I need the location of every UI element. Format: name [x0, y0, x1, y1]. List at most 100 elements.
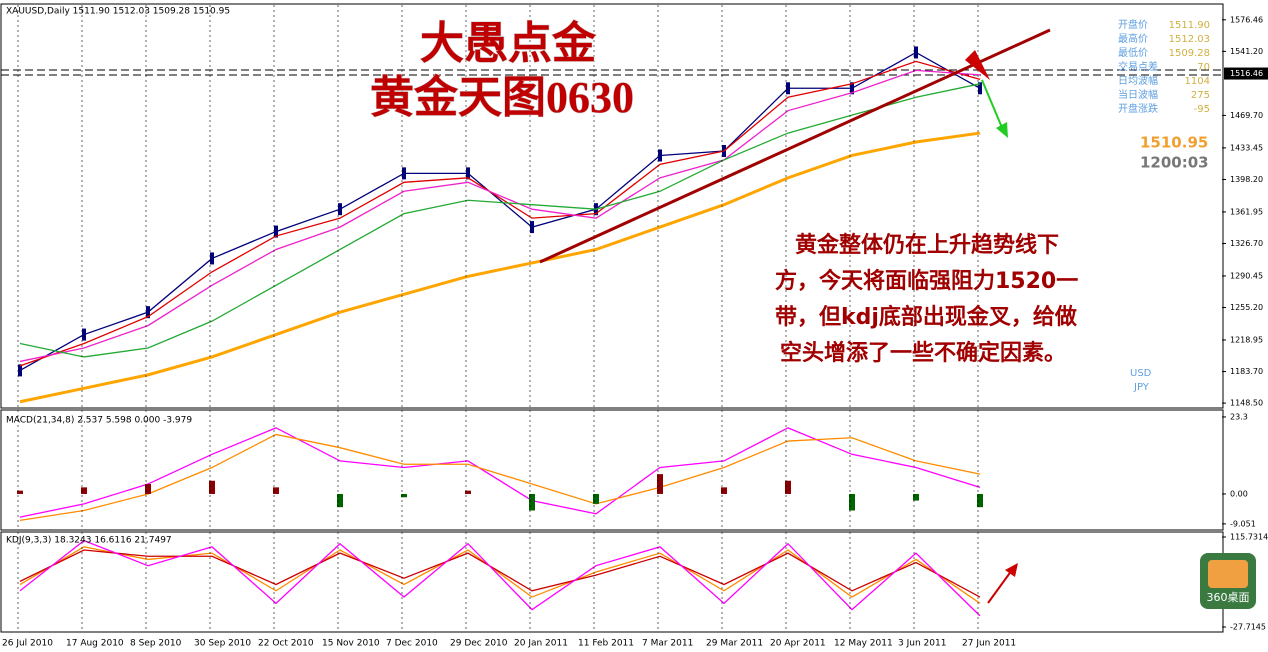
x-tick-label: 29 Mar 2011 — [706, 639, 763, 649]
y-tick-label: 1469.70 — [1230, 111, 1263, 120]
up-arrow — [987, 569, 1013, 604]
price-candle — [210, 252, 214, 265]
price-candle — [402, 167, 406, 180]
red-marker — [965, 50, 990, 80]
price-candle — [274, 225, 278, 238]
x-tick-label: 8 Sep 2010 — [130, 639, 182, 649]
y-tick-label: -27.7145 — [1230, 622, 1266, 631]
series-line — [19, 51, 981, 371]
histogram-bar — [17, 490, 23, 494]
x-tick-label: 27 Jun 2011 — [962, 639, 1016, 649]
down-arrow-head — [996, 122, 1008, 138]
series-line — [19, 427, 981, 518]
price-candle — [466, 167, 470, 180]
histogram-bar — [529, 493, 535, 511]
y-tick-label: 1433.45 — [1230, 143, 1263, 152]
up-arrow-head — [1005, 563, 1018, 577]
info-label: 开盘价 — [1118, 18, 1148, 31]
info-value: 70 — [1197, 62, 1210, 73]
x-tick-label: 26 Jul 2010 — [2, 639, 53, 649]
info-label: 开盘涨跌 — [1118, 102, 1158, 115]
price-candle — [914, 46, 918, 59]
series-line — [19, 69, 981, 363]
desktop-icon-art — [1208, 560, 1248, 588]
histogram-bar — [273, 487, 279, 494]
x-tick-label: 22 Oct 2010 — [258, 639, 314, 649]
series-line — [19, 539, 981, 617]
y-tick-label: 1326.70 — [1230, 239, 1263, 248]
annotation-line: 方，今天将面临强阻力1520一 — [775, 268, 1078, 294]
price-candle — [978, 82, 982, 95]
y-tick-label: 115.7314 — [1230, 532, 1268, 541]
info-label: 日均波幅 — [1118, 74, 1158, 87]
y-tick-label: 1290.45 — [1230, 271, 1263, 280]
subtitle: 黄金天图0630 — [370, 73, 634, 122]
histogram-bar — [401, 493, 407, 498]
macd-frame — [0, 409, 1224, 531]
y-tick-label: 1148.50 — [1230, 399, 1263, 408]
info-label: 最高价 — [1118, 32, 1148, 45]
main-header: XAUUSD,Daily 1511.90 1512.03 1509.28 151… — [6, 7, 230, 17]
x-tick-label: 12 May 2011 — [834, 639, 893, 649]
y-tick-label: 1361.95 — [1230, 207, 1263, 216]
price-candle — [850, 82, 854, 95]
x-tick-label: 20 Jan 2011 — [514, 639, 568, 649]
macd-header: MACD(21,34,8) 2.537 5.598 0.000 -3.979 — [6, 416, 192, 426]
info-value: 1509.28 — [1169, 48, 1210, 59]
y-tick-label: 0.00 — [1230, 489, 1248, 498]
histogram-bar — [849, 493, 855, 511]
y-tick-label: 1541.20 — [1230, 47, 1263, 56]
info-value: -95 — [1194, 104, 1210, 115]
price-label: 1510.95 — [1140, 134, 1208, 152]
time-label: 1200:03 — [1140, 154, 1209, 172]
histogram-bar — [145, 484, 151, 494]
y-tick-label: 1398.20 — [1230, 175, 1263, 184]
info-label: 交易点差 — [1118, 60, 1158, 73]
price-candle — [18, 364, 22, 377]
y-tick-label: 1183.70 — [1230, 367, 1263, 376]
main-frame — [0, 3, 1224, 409]
info-label: 当日波幅 — [1118, 88, 1158, 101]
histogram-bar — [721, 487, 727, 494]
price-candle — [658, 149, 662, 162]
price-candle — [146, 306, 150, 319]
currency-label: USD — [1130, 368, 1152, 379]
annotation-line: 空头增添了一些不确定因素。 — [780, 340, 1066, 366]
price-candle — [530, 221, 534, 234]
histogram-bar — [465, 490, 471, 494]
histogram-bar — [785, 480, 791, 494]
price-candle — [786, 82, 790, 95]
trend-line — [539, 28, 1051, 264]
y-tick-label: 1218.95 — [1230, 335, 1263, 344]
histogram-bar — [337, 493, 343, 508]
histogram-bar — [209, 480, 215, 494]
histogram-bar — [593, 493, 599, 504]
current-tick-bg — [1224, 67, 1268, 80]
series-line — [19, 433, 981, 522]
y-tick-label: 1576.46 — [1230, 15, 1263, 24]
series-line — [19, 60, 981, 367]
annotation-line: 带，但kdj底部出现金叉，给做 — [775, 304, 1078, 330]
info-value: 275 — [1191, 90, 1210, 101]
price-candle — [338, 203, 342, 216]
y-tick-label: 23.3 — [1230, 412, 1248, 421]
x-tick-label: 15 Nov 2010 — [322, 639, 380, 649]
x-tick-label: 7 Mar 2011 — [642, 639, 693, 649]
price-candle — [82, 328, 86, 341]
currency-label: JPY — [1133, 382, 1150, 393]
histogram-bar — [657, 474, 663, 494]
down-arrow — [981, 79, 1004, 131]
annotation-line: 黄金整体仍在上升趋势线下 — [795, 232, 1059, 258]
desktop-icon-label[interactable]: 360桌面 — [1207, 591, 1250, 604]
x-tick-label: 30 Sep 2010 — [194, 639, 251, 649]
x-tick-label: 17 Aug 2010 — [66, 639, 124, 649]
y-tick-label: 1255.20 — [1230, 303, 1263, 312]
y-tick-label: -9.051 — [1230, 519, 1256, 528]
series-line — [19, 131, 981, 404]
histogram-bar — [81, 487, 87, 494]
info-label: 最低价 — [1118, 46, 1148, 59]
info-value: 1511.90 — [1169, 20, 1210, 31]
x-tick-label: 29 Dec 2010 — [450, 639, 508, 649]
